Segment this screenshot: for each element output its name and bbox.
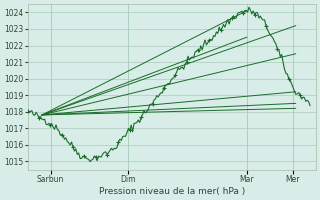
X-axis label: Pression niveau de la mer( hPa ): Pression niveau de la mer( hPa ) xyxy=(99,187,245,196)
